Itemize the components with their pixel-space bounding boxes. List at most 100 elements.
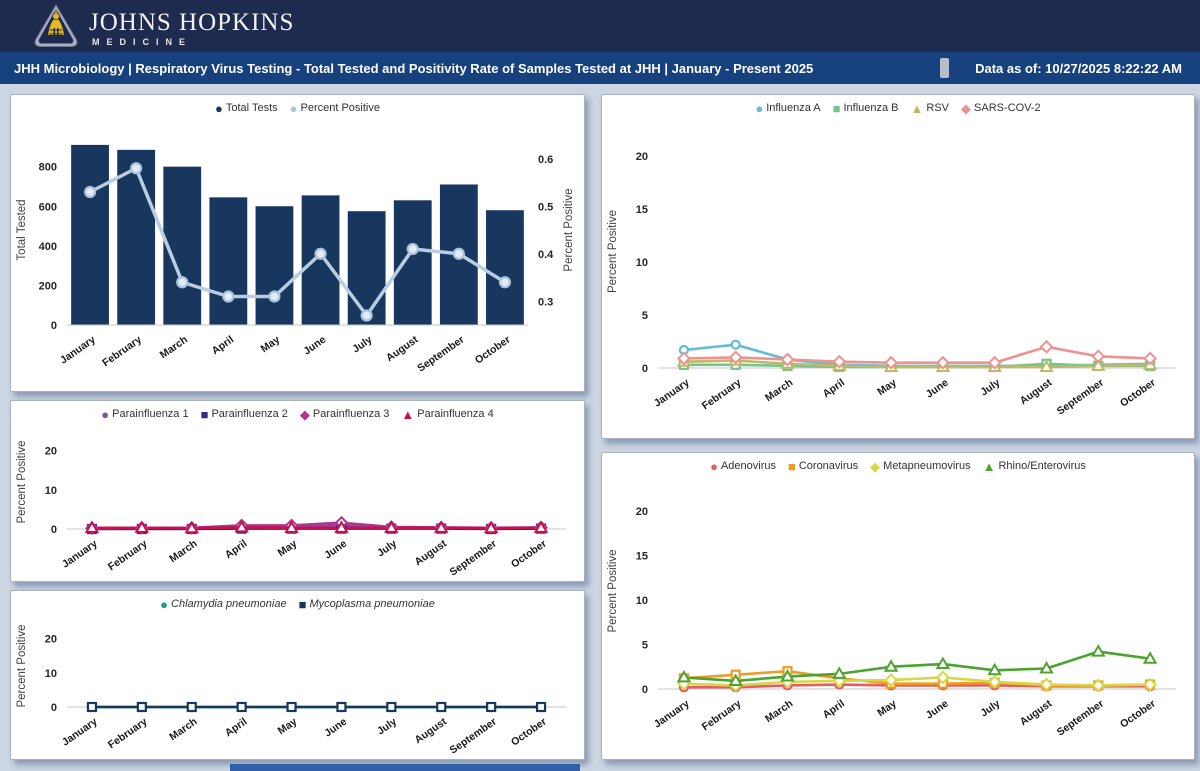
- legend-label: Coronavirus: [798, 460, 859, 472]
- circle-legend-icon: ●: [160, 596, 169, 612]
- svg-text:200: 200: [39, 280, 57, 292]
- svg-text:20: 20: [636, 151, 648, 163]
- johns-hopkins-shield-icon: [33, 4, 79, 53]
- diamond-legend-icon: ◆: [961, 100, 972, 116]
- page-title: JHH Microbiology | Respiratory Virus Tes…: [14, 60, 814, 76]
- svg-text:February: February: [106, 538, 150, 574]
- legend-item: ● Total Tests: [215, 102, 278, 115]
- title-bar: JHH Microbiology | Respiratory Virus Tes…: [0, 52, 1200, 84]
- diamond-legend-icon: ◆: [299, 406, 310, 422]
- scrollbar-thumb[interactable]: [940, 58, 950, 78]
- svg-text:July: July: [978, 698, 1002, 720]
- svg-text:5: 5: [642, 310, 648, 322]
- svg-text:April: April: [210, 334, 237, 358]
- svg-text:0.4: 0.4: [538, 249, 554, 261]
- legend-item: ◆ Metapneumovirus: [870, 460, 970, 473]
- horizontal-scrollbar[interactable]: [230, 764, 580, 771]
- legend-item: ● Parainfluenza 1: [101, 408, 188, 421]
- svg-text:0: 0: [642, 363, 648, 375]
- svg-text:July: July: [978, 377, 1002, 399]
- legend-label: Parainfluenza 3: [312, 408, 390, 420]
- svg-text:0.5: 0.5: [538, 201, 553, 213]
- svg-text:600: 600: [39, 201, 57, 213]
- svg-text:February: February: [106, 716, 150, 752]
- svg-text:400: 400: [39, 241, 57, 253]
- diamond-legend-icon: ◆: [870, 458, 881, 474]
- legend-label: Mycoplasma pneumoniae: [309, 598, 435, 610]
- legend-item: ◆ Parainfluenza 3: [300, 408, 389, 421]
- svg-text:April: April: [223, 538, 250, 562]
- svg-text:August: August: [384, 333, 421, 364]
- legend-item: ● Percent Positive: [290, 102, 380, 115]
- svg-text:February: February: [100, 334, 144, 370]
- svg-text:January: January: [652, 377, 692, 410]
- svg-text:Percent Positive: Percent Positive: [16, 624, 28, 707]
- svg-text:April: April: [821, 698, 848, 722]
- svg-text:March: March: [158, 334, 190, 362]
- legend-label: Chlamydia pneumoniae: [171, 598, 287, 610]
- svg-text:Percent Positive: Percent Positive: [607, 549, 619, 632]
- svg-text:January: January: [652, 698, 692, 731]
- chart-legend: ● Total Tests ● Percent Positive: [11, 95, 584, 121]
- svg-text:10: 10: [45, 668, 57, 680]
- svg-text:15: 15: [636, 550, 648, 562]
- svg-text:September: September: [1055, 698, 1106, 739]
- svg-text:0: 0: [51, 320, 57, 332]
- svg-text:0: 0: [51, 524, 57, 536]
- svg-text:June: June: [322, 538, 349, 562]
- svg-text:March: March: [763, 698, 795, 726]
- svg-text:10: 10: [45, 485, 57, 497]
- svg-text:January: January: [58, 334, 98, 367]
- svg-text:Percent Positive: Percent Positive: [563, 188, 575, 271]
- svg-text:September: September: [448, 716, 499, 757]
- svg-text:September: September: [1055, 377, 1106, 418]
- chart-legend: ● Parainfluenza 1 ■ Parainfluenza 2 ◆ Parainf…: [11, 401, 584, 427]
- legend-item: ▲ Parainfluenza 4: [401, 408, 493, 421]
- svg-text:May: May: [875, 698, 899, 720]
- svg-text:July: July: [375, 716, 399, 738]
- legend-item: ■ Parainfluenza 2: [201, 408, 288, 421]
- square-legend-icon: ■: [200, 406, 209, 422]
- svg-text:April: April: [223, 716, 250, 740]
- chart-other-viruses: ● Adenovirus ■ Coronavirus ◆ Metapneumovirus ▲…: [601, 452, 1195, 760]
- svg-text:20: 20: [636, 506, 648, 518]
- svg-text:July: July: [350, 334, 374, 356]
- chart-legend: ● Chlamydia pneumoniae ■ Mycoplasma pneumon…: [11, 591, 584, 617]
- legend-label: Metapneumovirus: [883, 460, 971, 472]
- legend-label: Percent Positive: [300, 102, 380, 114]
- svg-text:Total Tested: Total Tested: [16, 199, 28, 260]
- svg-text:May: May: [276, 716, 300, 738]
- svg-text:August: August: [1018, 697, 1055, 728]
- svg-text:October: October: [509, 716, 549, 749]
- svg-text:0: 0: [51, 702, 57, 714]
- svg-text:February: February: [700, 698, 744, 734]
- chart-legend: ● Influenza A ■ Influenza B ▲ RSV ◆ SARS-COV-2: [602, 95, 1194, 121]
- circle-legend-icon: ●: [710, 458, 718, 474]
- svg-text:January: January: [60, 716, 100, 749]
- square-legend-icon: ■: [832, 100, 841, 116]
- svg-text:August: August: [1018, 376, 1055, 407]
- legend-label: Adenovirus: [720, 460, 776, 472]
- svg-text:March: March: [763, 377, 795, 405]
- brand-name: JOHNS HOPKINS: [89, 9, 295, 36]
- svg-text:10: 10: [636, 595, 648, 607]
- svg-text:10: 10: [636, 257, 648, 269]
- svg-text:0: 0: [642, 684, 648, 696]
- circle-legend-icon: ●: [101, 406, 110, 422]
- data-as-of-label: Data as of: 10/27/2025 8:22:22 AM: [975, 60, 1182, 76]
- svg-text:June: June: [924, 698, 951, 722]
- square-legend-icon: ■: [787, 458, 796, 474]
- chart-legend: ● Adenovirus ■ Coronavirus ◆ Metapneumovirus ▲…: [602, 453, 1194, 479]
- legend-label: Influenza B: [843, 102, 899, 114]
- svg-text:March: March: [167, 538, 199, 566]
- svg-text:October: October: [509, 538, 549, 571]
- legend-label: SARS-COV-2: [974, 102, 1041, 114]
- legend-label: Total Tests: [225, 102, 278, 114]
- triangle-legend-icon: ▲: [982, 458, 996, 474]
- svg-text:May: May: [875, 377, 899, 399]
- svg-text:April: April: [821, 377, 848, 401]
- svg-text:October: October: [1118, 698, 1158, 731]
- svg-text:January: January: [60, 538, 100, 571]
- svg-text:June: June: [924, 377, 951, 401]
- svg-text:800: 800: [39, 162, 57, 174]
